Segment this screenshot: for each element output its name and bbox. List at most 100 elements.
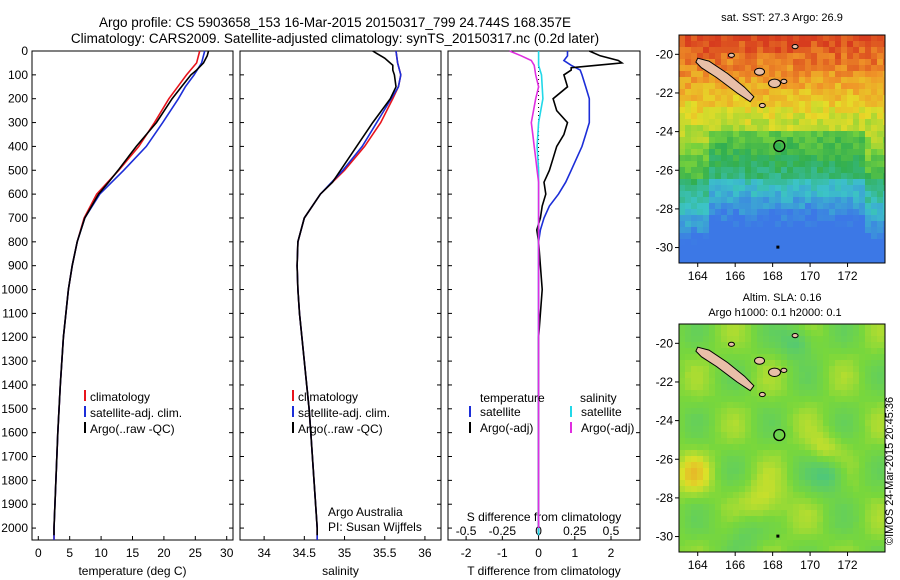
map-cell bbox=[859, 77, 865, 83]
map-cell bbox=[751, 191, 757, 197]
map-cell bbox=[823, 378, 829, 384]
map-cell bbox=[685, 390, 691, 396]
map-cell bbox=[781, 486, 787, 492]
map-cell bbox=[811, 89, 817, 95]
map-cell bbox=[877, 209, 883, 215]
map-cell bbox=[853, 53, 859, 59]
map-cell bbox=[787, 450, 793, 456]
map-cell bbox=[739, 197, 745, 203]
map-cell bbox=[817, 77, 823, 83]
map-cell bbox=[787, 534, 793, 540]
map-cell bbox=[709, 125, 715, 131]
map-cell bbox=[823, 480, 829, 486]
map-cell bbox=[877, 185, 883, 191]
map-cell bbox=[709, 59, 715, 65]
map-cell bbox=[733, 348, 739, 354]
map-cell bbox=[799, 516, 805, 522]
s-axis-label: S difference from climatology bbox=[467, 510, 622, 524]
map-cell bbox=[751, 161, 757, 167]
map-cell bbox=[853, 402, 859, 408]
map-cell bbox=[745, 233, 751, 239]
map-cell bbox=[763, 462, 769, 468]
map-cell bbox=[745, 71, 751, 77]
map-cell bbox=[883, 167, 885, 173]
depth-tick-label: 1300 bbox=[1, 354, 28, 368]
map-cell bbox=[811, 372, 817, 378]
map-cell bbox=[769, 143, 775, 149]
map-cell bbox=[739, 119, 745, 125]
map-cell bbox=[679, 534, 685, 540]
map-cell bbox=[763, 65, 769, 71]
map-cell bbox=[871, 432, 877, 438]
map-cell bbox=[751, 119, 757, 125]
map-cell bbox=[715, 203, 721, 209]
map-cell bbox=[733, 257, 739, 263]
map-cell bbox=[799, 191, 805, 197]
map-cell bbox=[751, 438, 757, 444]
map-cell bbox=[679, 420, 685, 426]
map-cell bbox=[841, 185, 847, 191]
map-cell bbox=[733, 221, 739, 227]
map-cell bbox=[781, 516, 787, 522]
map-cell bbox=[835, 360, 841, 366]
map-cell bbox=[817, 89, 823, 95]
map-cell bbox=[715, 438, 721, 444]
map-cell bbox=[811, 83, 817, 89]
map-cell bbox=[691, 251, 697, 257]
map-cell bbox=[769, 221, 775, 227]
map-cell bbox=[685, 191, 691, 197]
map-cell bbox=[721, 197, 727, 203]
map-cell bbox=[751, 468, 757, 474]
map-cell bbox=[703, 486, 709, 492]
map-cell bbox=[697, 35, 703, 41]
map-cell bbox=[841, 203, 847, 209]
map-cell bbox=[793, 209, 799, 215]
map-cell bbox=[805, 534, 811, 540]
map-cell bbox=[805, 414, 811, 420]
map-cell bbox=[775, 486, 781, 492]
map-cell bbox=[823, 131, 829, 137]
map-cell bbox=[811, 540, 817, 546]
map-cell bbox=[829, 95, 835, 101]
map-cell bbox=[841, 348, 847, 354]
map-cell bbox=[703, 173, 709, 179]
map-cell bbox=[805, 107, 811, 113]
map-cell bbox=[877, 35, 883, 41]
map-cell bbox=[883, 215, 885, 221]
map-cell bbox=[811, 167, 817, 173]
map-cell bbox=[865, 498, 871, 504]
map-cell bbox=[817, 233, 823, 239]
map-cell bbox=[829, 450, 835, 456]
map-cell bbox=[709, 456, 715, 462]
map-cell bbox=[793, 101, 799, 107]
map-cell bbox=[835, 396, 841, 402]
map-cell bbox=[805, 372, 811, 378]
map-cell bbox=[715, 534, 721, 540]
map-cell bbox=[679, 516, 685, 522]
map-cell bbox=[679, 414, 685, 420]
map-cell bbox=[817, 408, 823, 414]
map-cell bbox=[835, 342, 841, 348]
map-cell bbox=[739, 540, 745, 546]
map-cell bbox=[829, 137, 835, 143]
map-cell bbox=[775, 378, 781, 384]
map-cell bbox=[745, 426, 751, 432]
map-cell bbox=[685, 474, 691, 480]
map-cell bbox=[727, 203, 733, 209]
map-cell bbox=[871, 161, 877, 167]
map-cell bbox=[883, 528, 885, 534]
map-cell bbox=[757, 498, 763, 504]
map-cell bbox=[841, 432, 847, 438]
map-cell bbox=[877, 432, 883, 438]
map-cell bbox=[739, 462, 745, 468]
map-cell bbox=[835, 384, 841, 390]
map-cell bbox=[841, 95, 847, 101]
x-tick-label: 34.5 bbox=[293, 546, 317, 560]
map-cell bbox=[775, 179, 781, 185]
map-cell bbox=[769, 203, 775, 209]
map-cell bbox=[757, 510, 763, 516]
map-cell bbox=[823, 107, 829, 113]
map-cell bbox=[703, 203, 709, 209]
map-cell bbox=[835, 402, 841, 408]
map-cell bbox=[721, 143, 727, 149]
